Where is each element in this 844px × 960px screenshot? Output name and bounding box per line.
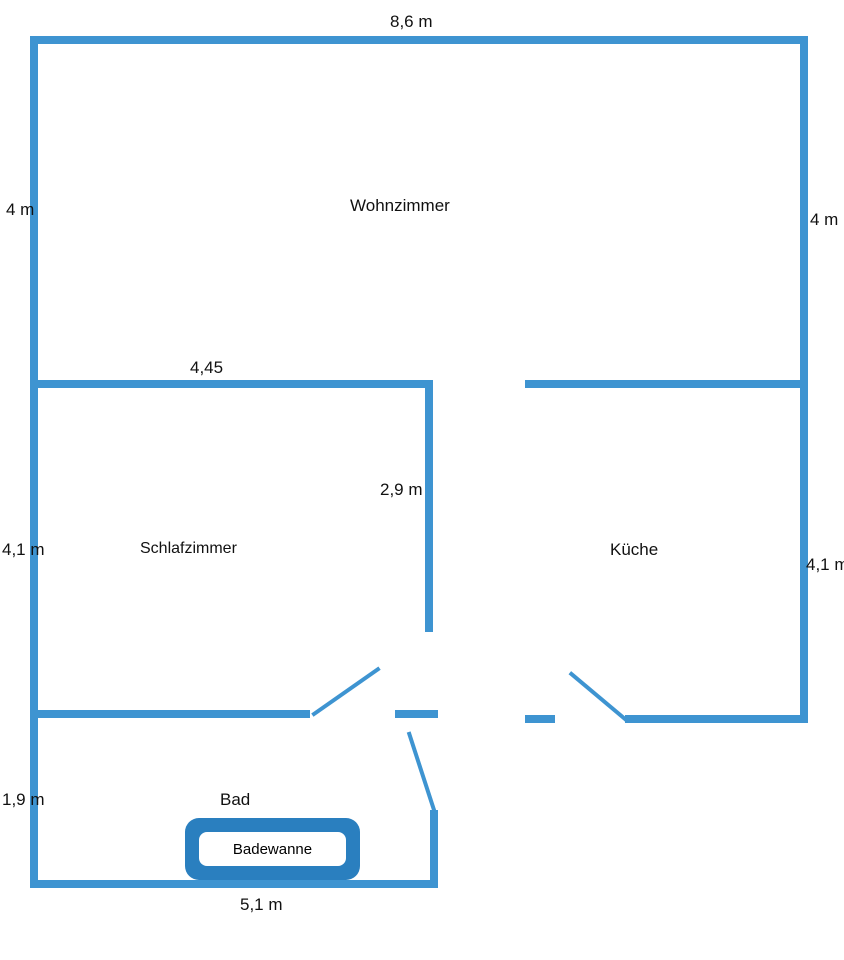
label-mid_445: 4,45 — [190, 358, 223, 378]
label-mid_29: 2,9 m — [380, 480, 423, 500]
label-kueche: Küche — [610, 540, 658, 560]
label-schlafzimmer: Schlafzimmer — [140, 540, 237, 558]
label-right_top: 4 m — [810, 210, 838, 230]
label-top_width: 8,6 m — [390, 12, 433, 32]
label-bad: Bad — [220, 790, 250, 810]
label-left_bot: 1,9 m — [2, 790, 45, 810]
bathtub: Badewanne — [185, 818, 360, 880]
label-left_mid: 4,1 m — [2, 540, 45, 560]
label-bottom_width: 5,1 m — [240, 895, 283, 915]
bathtub-label: Badewanne — [199, 832, 346, 866]
label-right_mid: 4,1 m — [806, 555, 844, 575]
label-wohnzimmer: Wohnzimmer — [350, 196, 450, 216]
label-left_top: 4 m — [6, 200, 34, 220]
